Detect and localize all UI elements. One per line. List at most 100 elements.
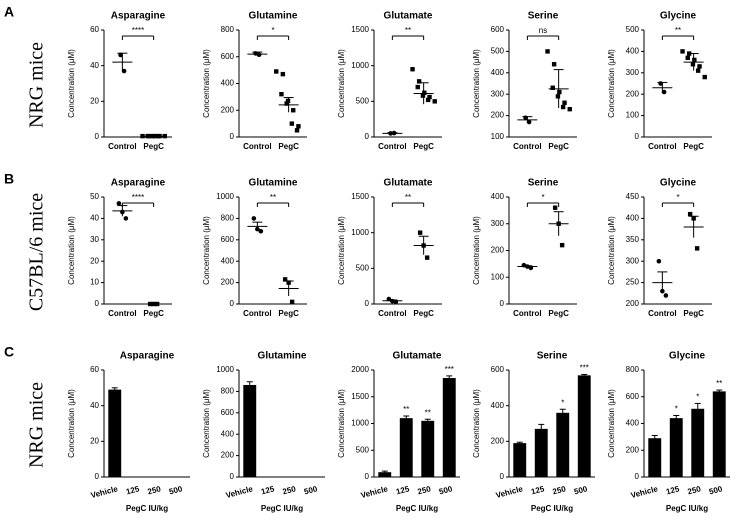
y-axis-label: Concentration (μM) [67, 389, 76, 458]
sig-label: * [271, 26, 274, 35]
chart-title: Glutamine [249, 11, 298, 22]
row-label: NRG mice [26, 382, 48, 468]
y-tick-label: 600 [221, 235, 235, 244]
x-tick-label: PegC [548, 309, 569, 318]
data-point [285, 98, 291, 104]
data-point [559, 242, 565, 248]
y-tick-label: 0 [95, 132, 100, 141]
y-tick-label: 200 [626, 299, 640, 308]
y-tick-label: 350 [626, 235, 640, 244]
x-tick-label: Vehicle [495, 484, 524, 500]
y-tick-label: 40 [90, 61, 99, 70]
y-tick-label: 0 [95, 472, 100, 481]
data-point [289, 299, 295, 305]
data-point [116, 201, 122, 206]
y-tick-label: 600 [491, 365, 505, 374]
x-tick-label: 125 [395, 484, 411, 496]
x-tick-label: Control [648, 142, 676, 151]
x-tick-label: Vehicle [630, 484, 659, 500]
data-point [545, 49, 550, 54]
data-point [526, 119, 532, 125]
x-tick-label: Vehicle [225, 484, 254, 500]
x-tick-label: 250 [552, 484, 568, 496]
bar [648, 438, 662, 477]
data-point [555, 94, 561, 99]
y-tick-label: 600 [491, 25, 505, 34]
sig-label: *** [445, 365, 454, 374]
x-tick-label: PegC [278, 309, 299, 318]
x-tick-label: Control [513, 142, 541, 151]
bar [712, 391, 726, 477]
x-tick-label: 250 [282, 484, 298, 496]
chart-title: Glutamate [384, 11, 433, 22]
bar [243, 384, 257, 477]
sig-label: * [676, 193, 679, 202]
y-axis-label: Concentration (μM) [607, 49, 616, 118]
sig-label: ** [716, 379, 722, 388]
y-tick-label: 400 [221, 79, 235, 88]
y-tick-label: 300 [626, 68, 640, 77]
bar [513, 443, 527, 477]
y-tick-label: 100 [491, 272, 505, 281]
x-axis-label: PegC IU/kg [261, 504, 303, 513]
data-point [680, 49, 685, 54]
y-axis-label: Concentration (μM) [607, 389, 616, 458]
x-tick-label: Control [378, 142, 406, 151]
y-tick-label: 200 [221, 451, 235, 460]
x-tick-label: 250 [147, 484, 163, 496]
x-tick-label: Control [513, 309, 541, 318]
data-point [274, 69, 279, 74]
y-tick-label: 400 [626, 47, 640, 56]
y-tick-label: 50 [90, 192, 99, 201]
data-point [424, 255, 430, 260]
sig-label: ** [405, 26, 411, 35]
data-point [123, 216, 129, 221]
x-tick-label: 250 [687, 484, 703, 496]
y-tick-label: 1000 [351, 61, 369, 70]
y-tick-label: 200 [491, 436, 505, 445]
data-point [282, 277, 288, 282]
data-point [551, 62, 557, 67]
data-point [562, 100, 567, 105]
y-tick-label: 100 [626, 111, 640, 120]
sig-label: **** [132, 193, 144, 202]
data-point [296, 124, 301, 129]
data-point [685, 55, 690, 61]
data-point [432, 99, 437, 104]
chart-title: Glycine [660, 11, 697, 22]
sig-label: * [675, 405, 678, 414]
data-point [690, 62, 696, 67]
y-tick-label: 200 [491, 111, 505, 120]
data-point [694, 246, 700, 251]
data-point [280, 71, 286, 77]
y-tick-label: 400 [626, 419, 640, 428]
y-axis-label: Concentration (μM) [337, 216, 346, 285]
data-point [661, 89, 667, 95]
chart-title: Asparagine [111, 178, 166, 189]
y-tick-label: 1500 [351, 192, 369, 201]
bar [399, 418, 413, 477]
data-point [416, 79, 422, 84]
x-tick-label: 125 [260, 484, 276, 496]
chart-title: Glutamate [393, 351, 442, 362]
sig-label: * [561, 398, 564, 407]
y-tick-label: 400 [491, 68, 505, 77]
y-tick-label: 800 [221, 387, 235, 396]
data-point [289, 121, 295, 126]
sig-label: *** [580, 364, 589, 373]
y-tick-label: 1500 [351, 25, 369, 34]
y-tick-label: 500 [491, 47, 505, 56]
y-tick-label: 500 [356, 445, 370, 454]
y-tick-label: 400 [491, 192, 505, 201]
x-tick-label: 250 [417, 484, 433, 496]
x-axis-label: PegC IU/kg [396, 504, 438, 513]
panel-letter: A [4, 4, 14, 20]
y-axis-label: Concentration (μM) [472, 49, 481, 118]
x-axis-label: PegC IU/kg [666, 504, 708, 513]
x-tick-label: Control [108, 309, 136, 318]
y-axis-label: Concentration (μM) [67, 49, 76, 118]
chart-title: Glutamine [249, 178, 298, 189]
x-tick-label: PegC [143, 309, 164, 318]
y-tick-label: 30 [90, 235, 99, 244]
y-tick-label: 0 [365, 299, 370, 308]
